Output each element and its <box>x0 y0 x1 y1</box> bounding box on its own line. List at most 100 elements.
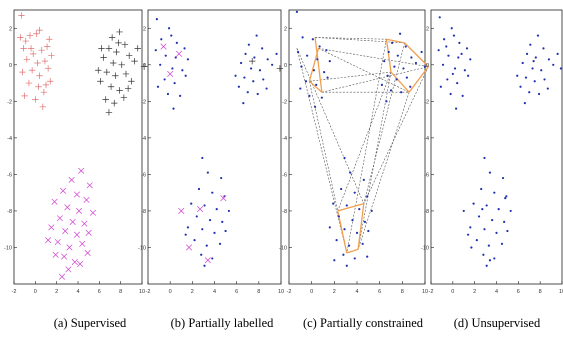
data-point <box>467 233 470 236</box>
data-point <box>47 78 54 85</box>
y-tick-label: -6 <box>7 172 12 178</box>
x-tick-label: -2 <box>146 289 151 295</box>
data-point <box>22 37 29 45</box>
data-point <box>36 26 43 34</box>
y-tick-label: -4 <box>424 136 429 142</box>
data-point <box>391 41 394 44</box>
data-point <box>509 209 512 213</box>
data-point <box>205 244 208 247</box>
data-point <box>200 253 203 256</box>
y-tick-label: -8 <box>424 209 429 215</box>
panel-frame <box>430 9 563 285</box>
data-point <box>173 81 176 85</box>
data-point <box>163 78 166 81</box>
data-point <box>465 47 469 50</box>
data-point <box>21 92 28 100</box>
data-point <box>462 209 465 213</box>
data-point <box>19 68 26 76</box>
y-tick-label: 0 <box>143 63 146 69</box>
data-point <box>23 56 30 63</box>
must-link-line <box>308 48 320 82</box>
data-point <box>120 94 128 101</box>
panel-frame <box>288 9 426 285</box>
data-point <box>184 74 187 77</box>
data-point <box>195 215 198 218</box>
data-point <box>271 63 274 66</box>
data-point <box>224 229 227 233</box>
x-tick-label: -2 <box>287 289 292 295</box>
data-point <box>469 58 472 61</box>
x-tick-label: 8 <box>539 289 542 295</box>
y-tick-label: 0 <box>426 63 429 69</box>
data-point <box>402 67 405 70</box>
must-link-line <box>337 203 364 212</box>
data-point <box>258 69 262 72</box>
data-point <box>485 204 488 207</box>
data-point <box>387 50 390 54</box>
data-point <box>206 171 209 174</box>
data-point <box>453 67 457 70</box>
data-point <box>154 49 157 52</box>
data-point <box>386 74 389 77</box>
data-point <box>543 78 546 81</box>
cannot-link-line <box>363 42 405 204</box>
data-point <box>234 74 237 77</box>
data-point <box>450 27 453 30</box>
x-tick-label: 6 <box>98 289 101 295</box>
x-tick-label: 10 <box>278 289 284 295</box>
data-point <box>45 237 52 244</box>
data-point <box>242 102 245 105</box>
x-tick-label: 0 <box>34 289 37 295</box>
data-point <box>542 47 545 50</box>
data-point <box>128 78 135 85</box>
data-point <box>174 56 177 59</box>
data-point <box>36 72 43 79</box>
data-point <box>449 92 452 96</box>
data-point <box>537 92 541 96</box>
data-point <box>156 85 160 88</box>
x-tick-label: 6 <box>517 289 520 295</box>
panel-frame <box>147 9 282 285</box>
data-point <box>98 45 105 52</box>
data-point <box>405 76 408 79</box>
data-point <box>201 156 204 160</box>
data-point <box>439 85 442 88</box>
data-point <box>112 72 119 79</box>
data-point <box>556 52 559 55</box>
data-point <box>26 32 34 39</box>
data-point <box>38 46 45 54</box>
x-tick-label: 2 <box>333 289 336 295</box>
data-point <box>41 57 49 65</box>
data-point <box>458 41 461 44</box>
y-tick-label: 2 <box>426 26 429 32</box>
x-tick-label: 6 <box>378 289 381 295</box>
data-point <box>500 242 504 245</box>
data-point <box>456 81 459 85</box>
data-point <box>164 54 167 57</box>
data-point <box>111 99 118 107</box>
data-point <box>295 10 299 13</box>
data-point <box>316 58 319 61</box>
data-point <box>85 229 92 236</box>
data-point <box>445 45 448 48</box>
data-point <box>366 255 369 258</box>
data-point <box>221 220 224 223</box>
data-point <box>345 264 348 267</box>
data-point <box>175 50 183 57</box>
data-point <box>318 45 321 48</box>
data-point <box>116 28 123 36</box>
data-point <box>48 224 55 231</box>
x-tick-label: -2 <box>429 289 434 295</box>
data-point <box>383 60 386 63</box>
data-point <box>266 58 269 61</box>
cannot-link-line <box>357 72 392 250</box>
data-point <box>559 67 563 70</box>
data-point <box>62 227 69 235</box>
panel-d: -2 0 2 4 6 8 10 2 0 -2 -4 -6 -8 -10 <box>421 9 563 295</box>
data-point <box>414 61 418 65</box>
data-point <box>337 215 340 218</box>
x-tick-label: 2 <box>55 289 58 295</box>
data-point <box>276 65 284 72</box>
data-point <box>65 266 72 273</box>
